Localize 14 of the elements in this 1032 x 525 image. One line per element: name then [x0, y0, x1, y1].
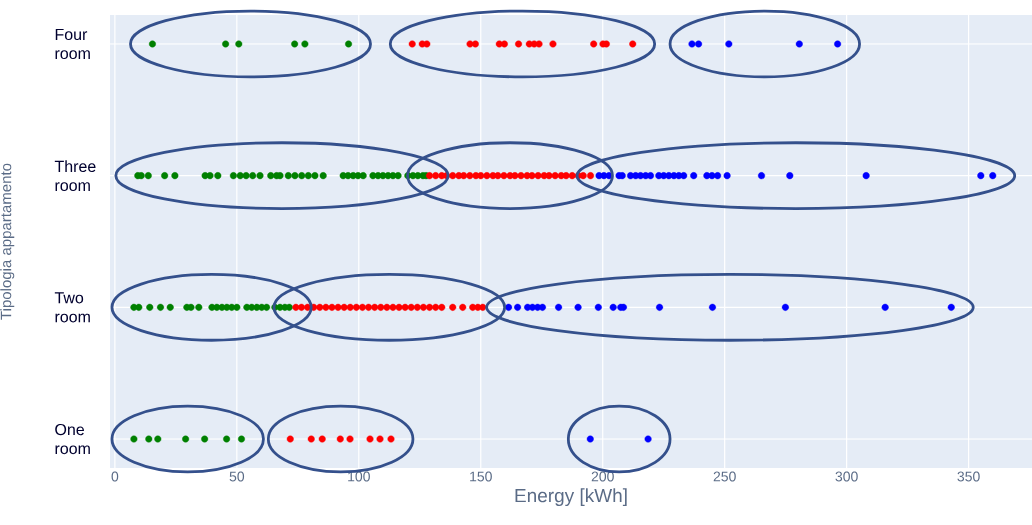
y-tick-label: Three room	[54, 160, 96, 192]
x-tick-label: 350	[957, 471, 980, 482]
y-tick-label: One room	[55, 423, 90, 455]
x-tick-label: 0	[111, 471, 119, 482]
x-axis-title: Energy [kWh]	[515, 488, 627, 507]
x-tick-label: 250	[713, 471, 736, 482]
x-tick-label: 300	[835, 471, 858, 482]
y-tick-label: Four room	[55, 28, 90, 60]
x-tick-label: 100	[348, 471, 370, 482]
x-tick-label: 200	[591, 471, 614, 482]
y-tick-label: Two room	[54, 292, 90, 323]
x-tick-label: 50	[229, 471, 245, 482]
x-tick-label: 150	[470, 471, 492, 482]
y-axis-title: Tipologia appartamento	[0, 163, 15, 320]
